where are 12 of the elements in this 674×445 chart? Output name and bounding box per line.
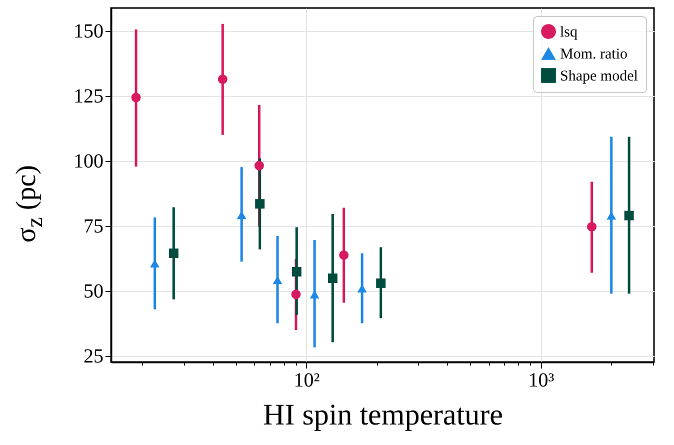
y-tick-label: 100 <box>74 150 104 172</box>
legend-label: lsq <box>560 24 578 40</box>
x-axis-title: HI spin temperature <box>263 398 503 432</box>
y-tick-label: 25 <box>84 346 104 368</box>
x-tick-label: 10³ <box>528 370 554 392</box>
x-tick-label: 10² <box>294 370 320 392</box>
legend-label: Mom. ratio <box>560 46 628 62</box>
y-tick-label: 75 <box>84 215 104 238</box>
legend-label: Shape model <box>560 68 638 84</box>
y-tick-label: 50 <box>84 280 104 302</box>
y-tick-label: 150 <box>74 20 104 42</box>
y-tick-label: 125 <box>74 85 104 108</box>
